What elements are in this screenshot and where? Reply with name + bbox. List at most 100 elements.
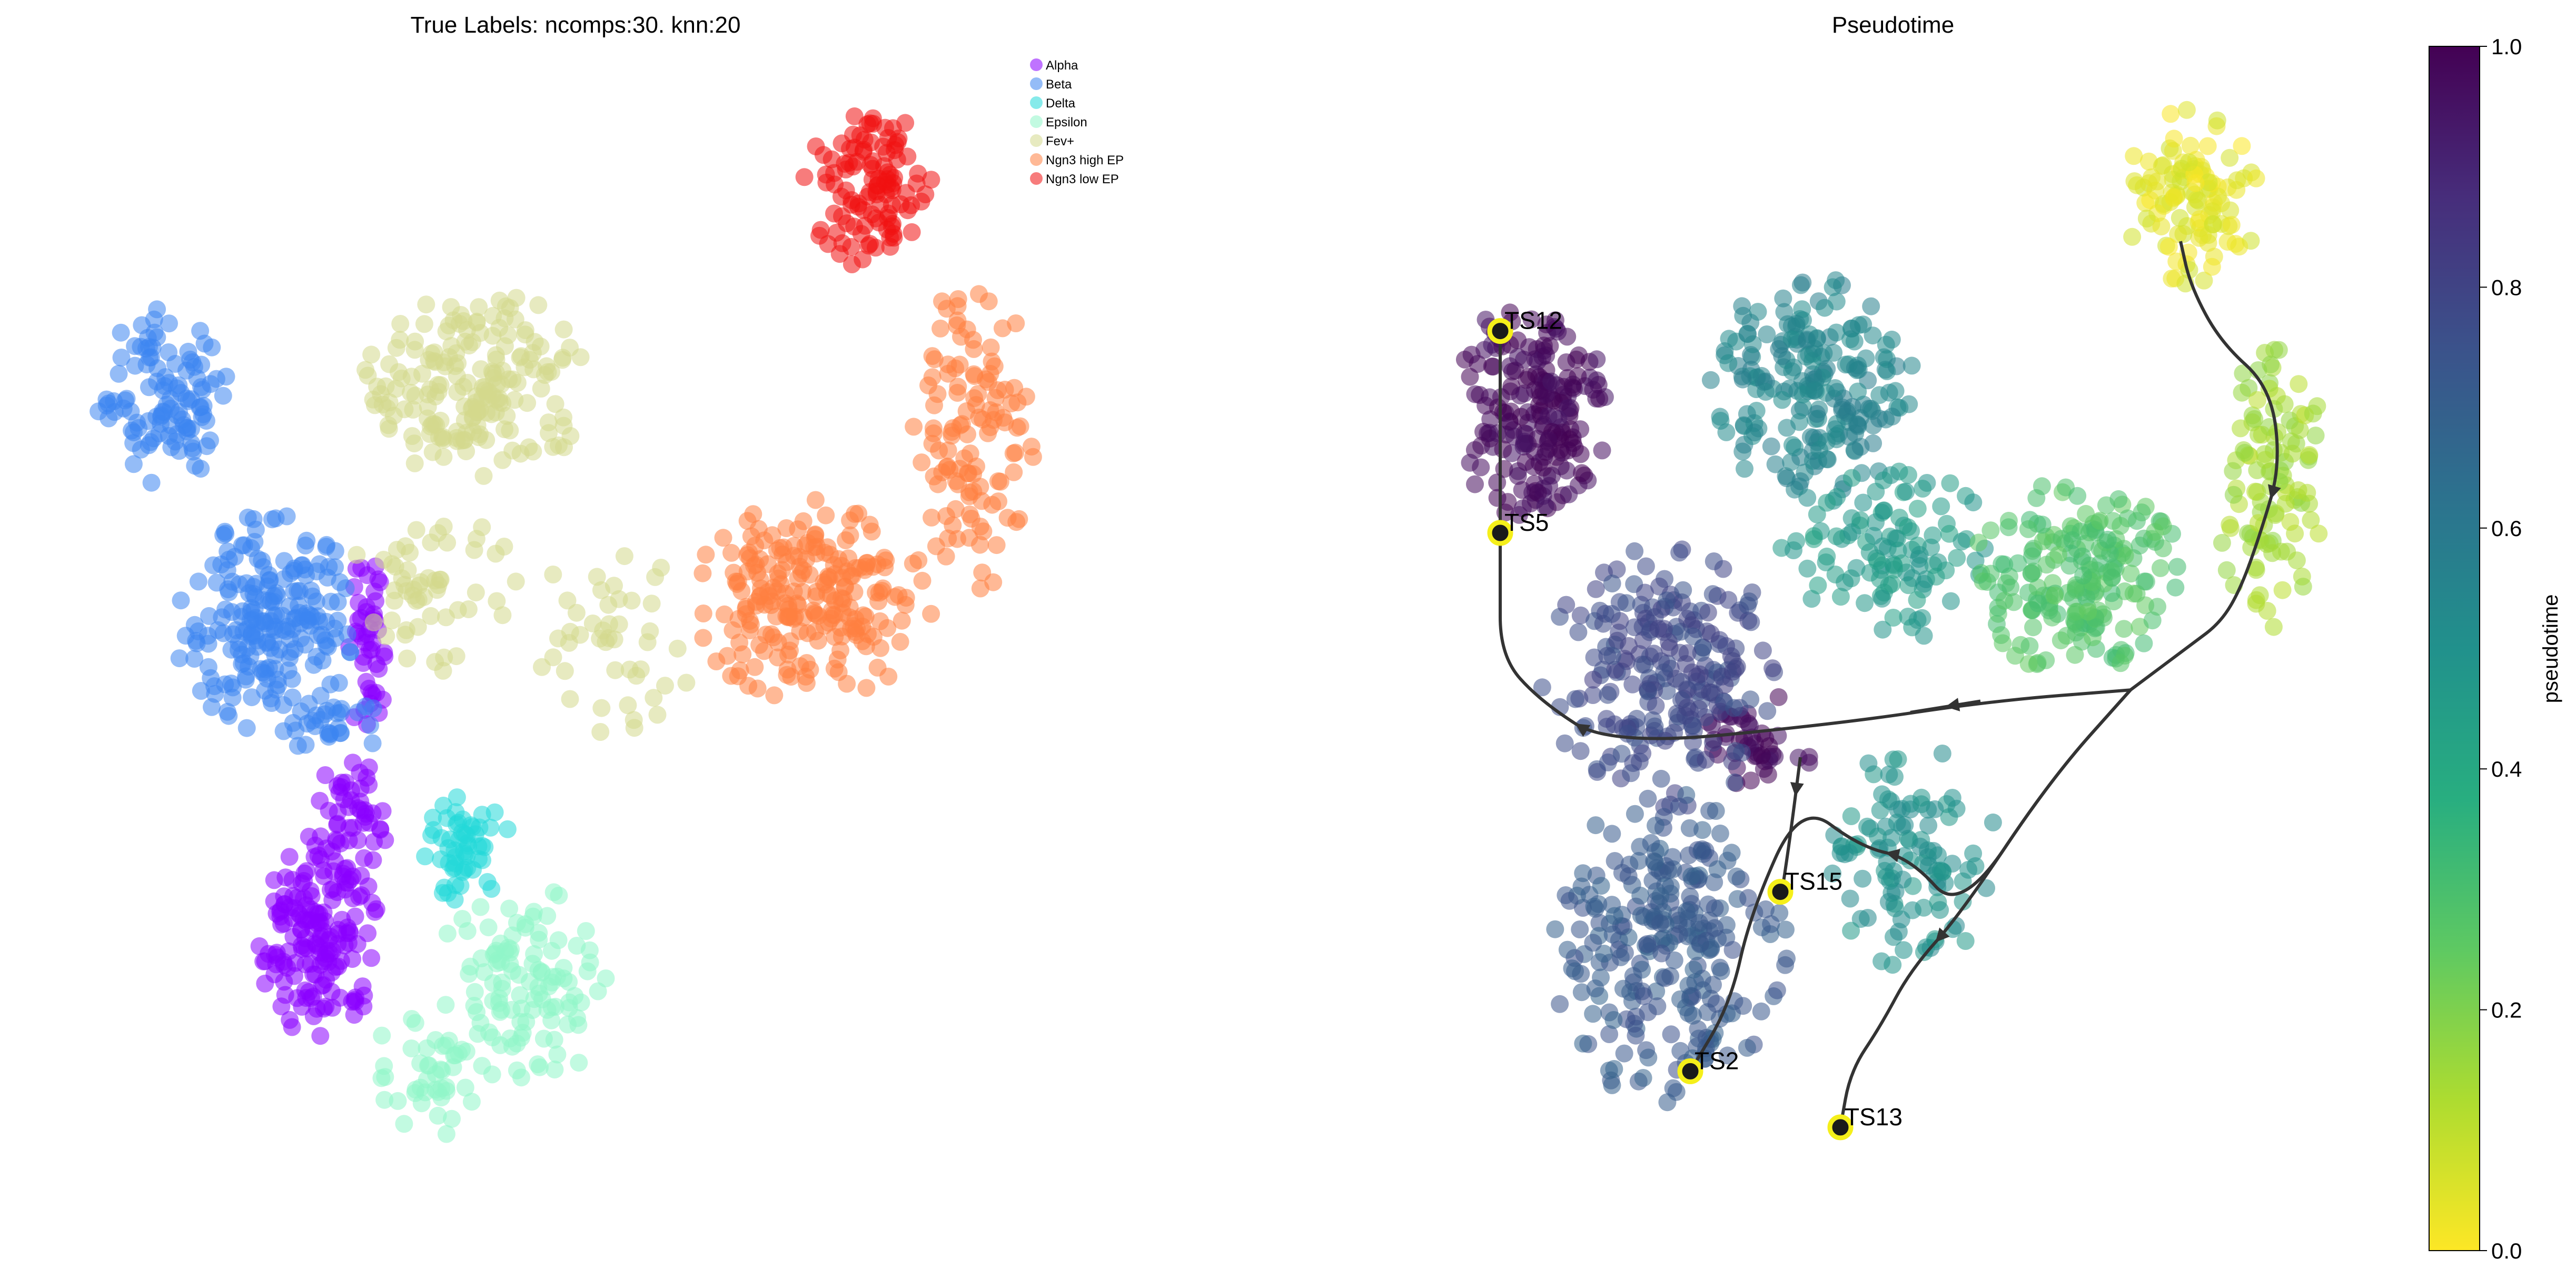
scatter-point (529, 1055, 547, 1074)
scatter-point (1742, 613, 1760, 631)
colorbar-ticks: 0.0 0.2 0.4 0.6 0.8 1.0 (2480, 34, 2522, 1263)
scatter-point (2166, 578, 2185, 597)
scatter-point (871, 612, 889, 630)
scatter-point (387, 339, 405, 357)
scatter-point (548, 1045, 567, 1064)
scatter-point (2066, 646, 2084, 664)
scatter-point (1826, 379, 1844, 397)
scatter-point (442, 298, 460, 316)
scatter-point (311, 1027, 330, 1045)
scatter-point (991, 472, 1009, 491)
scatter-point (888, 151, 906, 169)
scatter-point (1778, 419, 1796, 437)
scatter-point (1515, 351, 1533, 369)
scatter-point (1741, 690, 1760, 709)
scatter-point (379, 416, 398, 434)
scatter-point (296, 955, 314, 974)
colorbar-tick-label: 0.0 (2491, 1239, 2522, 1263)
scatter-point (2266, 506, 2284, 524)
scatter-point (554, 969, 573, 988)
scatter-point (1626, 542, 1644, 560)
scatter-point (336, 859, 354, 878)
scatter-point (896, 596, 915, 614)
scatter-point (1880, 576, 1898, 595)
scatter-point (275, 973, 293, 991)
scatter-point (1670, 797, 1688, 816)
scatter-point (1873, 589, 1891, 608)
scatter-point (1885, 557, 1903, 575)
scatter-point (266, 509, 285, 528)
trajectory-path (2129, 241, 2279, 691)
scatter-point (1512, 408, 1530, 426)
scatter-point (2068, 487, 2087, 505)
scatter-point (1931, 861, 1950, 880)
scatter-point (2181, 136, 2199, 155)
scatter-point (981, 364, 999, 383)
scatter-point (490, 291, 509, 310)
legend-marker (1030, 77, 1043, 90)
scatter-point (1678, 644, 1697, 662)
scatter-point (2163, 270, 2181, 288)
scatter-point (2049, 546, 2067, 564)
scatter-point (1899, 466, 1917, 484)
scatter-point (806, 622, 824, 641)
scatter-point (148, 328, 166, 346)
scatter-point (168, 425, 186, 443)
scatter-point (2258, 535, 2276, 553)
scatter-point (194, 397, 213, 415)
scatter-point (529, 296, 548, 314)
scatter-point (1733, 370, 1752, 389)
terminal-state-marker (1767, 879, 1794, 905)
scatter-point (1571, 742, 1590, 760)
scatter-point (2248, 461, 2266, 479)
scatter-point (331, 573, 349, 591)
scatter-point (1573, 464, 1591, 482)
scatter-point (372, 385, 390, 403)
scatter-point (328, 777, 346, 795)
scatter-point (1865, 527, 1883, 545)
scatter-point (778, 660, 797, 679)
scatter-point (375, 1091, 394, 1109)
scatter-point (619, 696, 637, 715)
scatter-point (1566, 439, 1584, 458)
scatter-point (864, 109, 882, 127)
scatter-point (567, 603, 586, 622)
scatter-point (404, 580, 423, 599)
scatter-point (422, 607, 440, 625)
scatter-point (1574, 864, 1592, 883)
scatter-point (1845, 332, 1864, 351)
scatter-point (281, 649, 299, 667)
scatter-point (356, 697, 375, 716)
scatter-point (1733, 297, 1751, 315)
scatter-point (383, 555, 401, 573)
scatter-point (329, 593, 347, 611)
scatter-point (561, 690, 579, 708)
scatter-point (1953, 532, 1971, 551)
scatter-point (1804, 365, 1822, 383)
scatter-point (1624, 967, 1642, 985)
scatter-point (459, 374, 477, 392)
trajectory-arrow (2267, 484, 2281, 500)
scatter-point (1685, 960, 1703, 979)
scatter-point (256, 974, 274, 993)
scatter-point (283, 688, 302, 707)
legend-label: Delta (1046, 96, 1076, 111)
scatter-point (214, 387, 232, 405)
scatter-point (1566, 690, 1584, 708)
scatter-point (1723, 752, 1741, 770)
scatter-point (947, 472, 965, 490)
scatter-point (2198, 137, 2217, 155)
scatter-point (435, 878, 453, 897)
scatter-point (425, 352, 443, 370)
scatter-point (1860, 400, 1878, 418)
scatter-point (452, 431, 471, 450)
scatter-point (962, 510, 980, 528)
scatter-point (395, 1115, 413, 1133)
true-labels-panel: True Labels: ncomps:30. knn:20 Alpha Beta… (90, 12, 1124, 1143)
scatter-point (1768, 981, 1786, 999)
scatter-point (193, 381, 212, 399)
scatter-point (1801, 428, 1820, 446)
scatter-point (1978, 573, 1997, 591)
scatter-point (1787, 532, 1806, 550)
scatter-point (817, 506, 835, 524)
